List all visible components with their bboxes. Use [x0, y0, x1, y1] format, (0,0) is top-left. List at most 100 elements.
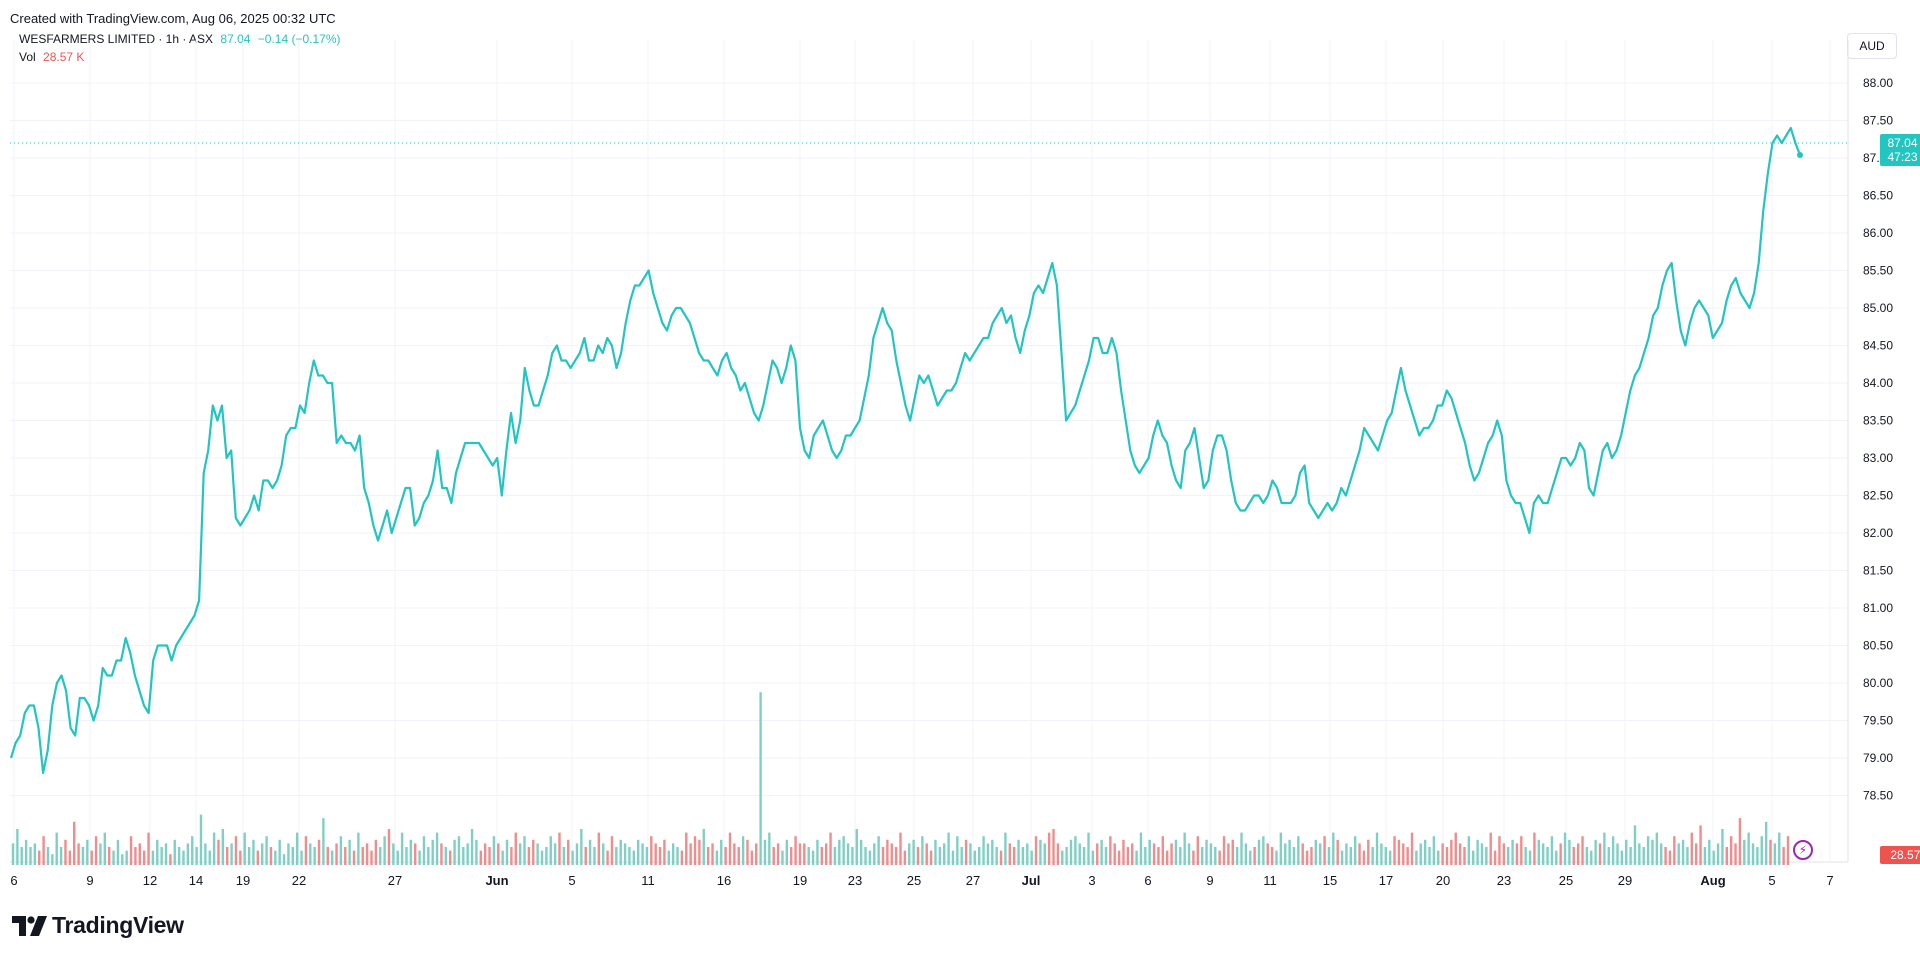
volume-bar: [33, 843, 37, 865]
volume-bar: [142, 850, 146, 865]
volume-bar: [1209, 843, 1213, 865]
volume-bar: [24, 839, 28, 865]
volume-legend[interactable]: Vol 28.57 K: [19, 50, 88, 64]
volume-bar: [824, 843, 828, 865]
volume-bar: [1764, 821, 1768, 865]
volume-bar: [1275, 850, 1278, 865]
volume-bar: [641, 843, 644, 865]
volume-bar: [1611, 836, 1615, 865]
volume-bar: [593, 847, 596, 865]
volume-bar: [1109, 836, 1112, 865]
volume-bar: [1694, 843, 1698, 865]
volume-bar: [1485, 847, 1488, 865]
volume-bar: [1629, 847, 1632, 865]
time-tick-label: 5: [1768, 873, 1775, 888]
volume-bar: [1165, 850, 1169, 865]
currency-selector[interactable]: AUD: [1847, 33, 1897, 59]
volume-bar: [1463, 847, 1466, 865]
volume-bar: [164, 843, 168, 865]
volume-bar: [912, 839, 915, 865]
volume-bar: [1633, 825, 1637, 865]
price-chart[interactable]: 88.0087.5087.0086.5086.0085.5085.0084.50…: [0, 0, 1920, 900]
volume-bar: [1458, 843, 1462, 865]
volume-bar: [1235, 847, 1239, 865]
volume-bar: [1576, 843, 1580, 865]
volume-bar: [549, 836, 552, 865]
volume-bar: [1371, 847, 1374, 865]
time-tick-label: 11: [641, 873, 655, 888]
volume-bar: [1262, 836, 1265, 865]
last-price-tag: 87.04 47:23: [1880, 134, 1920, 166]
volume-bar: [1270, 847, 1274, 865]
tradingview-logo[interactable]: TradingView: [12, 912, 184, 939]
time-tick-label: 25: [907, 873, 921, 888]
volume-bar: [177, 847, 181, 865]
volume-bar: [1301, 843, 1304, 865]
volume-bar: [1480, 843, 1484, 865]
volume-bar: [1152, 843, 1156, 865]
volume-bar: [173, 839, 176, 865]
volume-bar: [1039, 839, 1042, 865]
volume-bar: [1541, 843, 1545, 865]
volume-bar: [103, 832, 107, 865]
volume-bar: [838, 839, 841, 865]
volume-bar: [1590, 850, 1593, 865]
volume-bar: [1594, 839, 1597, 865]
volume-bar: [750, 850, 754, 865]
volume-bar: [488, 847, 491, 865]
volume-bar: [55, 832, 58, 865]
volume-bar: [1074, 836, 1077, 865]
volume-bar: [1047, 832, 1051, 865]
volume-bar: [995, 847, 998, 865]
volume-bar: [588, 839, 592, 865]
volume-bar: [208, 850, 211, 865]
volume-bar: [960, 847, 963, 865]
volume-bar: [287, 843, 290, 865]
volume-bar: [1498, 836, 1501, 865]
volume-bar: [1319, 843, 1322, 865]
last-price-dot: [1797, 152, 1803, 158]
volume-bar: [186, 843, 190, 865]
volume-bar: [99, 843, 102, 865]
volume-bar: [265, 836, 268, 865]
volume-bar: [567, 839, 570, 865]
volume-bar: [1782, 847, 1785, 865]
volume-bar: [1729, 836, 1733, 865]
volume-bar: [575, 843, 579, 865]
volume-bar: [781, 850, 784, 865]
volume-bar: [536, 843, 539, 865]
volume-bar: [1515, 843, 1519, 865]
volume-bar: [156, 839, 159, 865]
volume-bar: [278, 839, 281, 865]
volume-bar: [422, 836, 426, 865]
volume-bar: [64, 839, 67, 865]
symbol-legend[interactable]: WESFARMERS LIMITED · 1h · ASX 87.04 −0.1…: [19, 32, 345, 46]
lightning-icon[interactable]: ⚡: [1793, 840, 1813, 860]
volume-bar: [733, 843, 736, 865]
volume-bar: [956, 836, 959, 865]
price-tick-label: 79.50: [1863, 714, 1893, 728]
volume-bar: [77, 843, 80, 865]
volume-bar: [772, 847, 775, 865]
time-axis: 6 9 12 14 19 22 27 Jun 5 11 16 19 23 25 27 Jul 3 6 9 11 15 17…: [10, 873, 1833, 888]
volume-bar: [1681, 839, 1685, 865]
volume-bar: [1568, 839, 1571, 865]
volume-bar: [138, 843, 141, 865]
volume-bar: [1760, 836, 1763, 865]
volume-bar: [505, 839, 509, 865]
volume-bar: [383, 836, 386, 865]
volume-bar: [890, 843, 893, 865]
volume-bar: [1061, 850, 1064, 865]
volume-bar: [396, 850, 399, 865]
symbol-title[interactable]: WESFARMERS LIMITED · 1h · ASX: [19, 32, 214, 46]
volume-bar: [483, 843, 487, 865]
volume-bar: [457, 836, 461, 865]
volume-bar: [881, 847, 885, 865]
time-tick-label: Aug: [1700, 873, 1725, 888]
volume-bar: [776, 843, 780, 865]
volume-bar: [833, 847, 837, 865]
volume-bar: [295, 832, 299, 865]
volume-bar: [1353, 836, 1357, 865]
price-tick-label: 88.00: [1863, 76, 1893, 90]
time-tick-label: 16: [717, 873, 731, 888]
